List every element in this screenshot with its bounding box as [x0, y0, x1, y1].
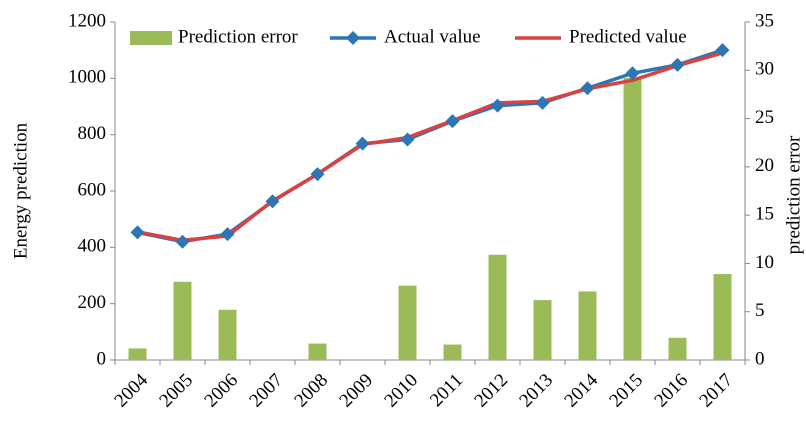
- diamond-marker: [265, 194, 280, 209]
- y2-tick-label: 35: [755, 10, 774, 31]
- diamond-marker: [490, 98, 505, 113]
- legend-label: Predicted value: [569, 26, 687, 47]
- bar: [668, 337, 687, 360]
- bar: [218, 309, 237, 360]
- bar: [533, 300, 552, 360]
- y2-tick-label: 5: [755, 300, 765, 321]
- bar: [443, 344, 462, 360]
- x-tick-label: 2005: [155, 370, 197, 412]
- y2-tick-label: 20: [755, 155, 774, 176]
- x-tick-label: 2013: [515, 370, 557, 412]
- legend-label: Actual value: [384, 26, 481, 47]
- line: [137, 51, 723, 243]
- y2-axis-label: prediction error: [783, 135, 804, 254]
- x-tick-label: 2010: [380, 370, 422, 412]
- diamond-marker: [445, 114, 460, 129]
- bar: [128, 348, 147, 360]
- legend-label: Prediction error: [178, 26, 298, 47]
- y-tick-label: 400: [78, 236, 107, 257]
- x-tick-label: 2012: [470, 370, 512, 412]
- x-tick-label: 2017: [695, 370, 737, 412]
- diamond-marker: [580, 81, 595, 96]
- legend-marker: [346, 31, 360, 45]
- diamond-marker: [220, 227, 235, 242]
- y-tick-label: 200: [78, 292, 107, 313]
- bar: [308, 343, 327, 360]
- y-tick-label: 0: [97, 348, 107, 369]
- diamond-marker: [625, 66, 640, 81]
- x-tick-label: 2014: [560, 369, 602, 411]
- legend-swatch: [130, 31, 172, 45]
- x-tick-label: 2009: [335, 370, 377, 412]
- bar: [578, 291, 597, 360]
- diamond-marker: [670, 57, 685, 72]
- y2-tick-label: 30: [755, 59, 774, 80]
- y2-tick-label: 0: [755, 348, 765, 369]
- y-axis-label: Energy prediction: [10, 122, 31, 259]
- x-tick-label: 2016: [650, 370, 692, 412]
- y2-tick-label: 15: [755, 204, 774, 225]
- bar: [623, 78, 642, 361]
- bar: [173, 281, 192, 360]
- y2-tick-label: 25: [755, 107, 774, 128]
- bar: [398, 285, 417, 360]
- y-tick-label: 800: [78, 123, 107, 144]
- x-tick-label: 2008: [290, 370, 332, 412]
- y-tick-label: 1200: [68, 10, 106, 31]
- x-tick-label: 2004: [110, 369, 152, 411]
- y-tick-label: 600: [78, 179, 107, 200]
- bar: [713, 274, 732, 360]
- x-tick-label: 2015: [605, 370, 647, 412]
- x-tick-label: 2011: [426, 370, 467, 411]
- diamond-marker: [130, 225, 145, 240]
- diamond-marker: [715, 43, 730, 58]
- y2-tick-label: 10: [755, 252, 774, 273]
- x-tick-label: 2007: [245, 370, 287, 412]
- bar: [488, 254, 507, 360]
- diamond-marker: [400, 132, 415, 147]
- diamond-marker: [310, 167, 325, 182]
- diamond-marker: [175, 234, 190, 249]
- diamond-marker: [535, 95, 550, 110]
- y-tick-label: 1000: [68, 67, 106, 88]
- x-tick-label: 2006: [200, 370, 242, 412]
- diamond-marker: [355, 136, 370, 151]
